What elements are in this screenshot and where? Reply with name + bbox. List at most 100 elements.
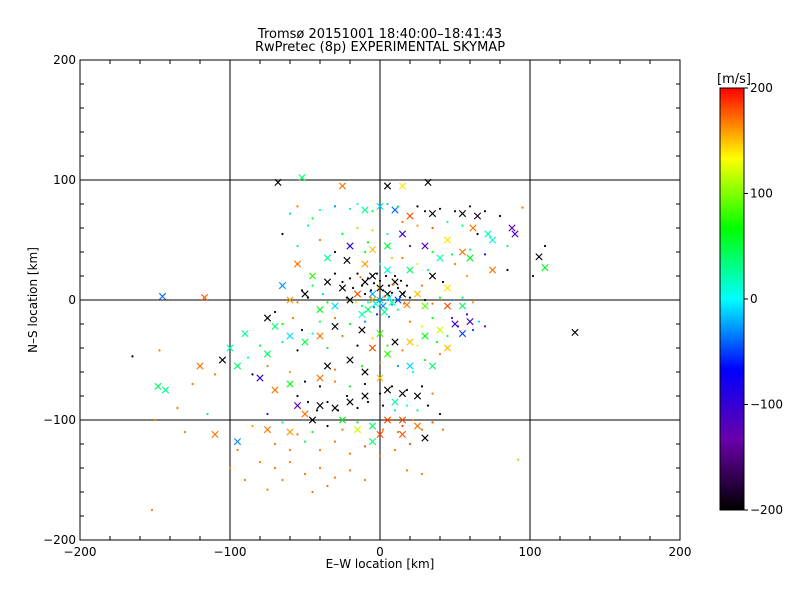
data-point-dot xyxy=(300,289,304,292)
data-point-dot xyxy=(438,412,442,416)
x-tick-label: −200 xyxy=(64,545,97,559)
data-point-cross xyxy=(394,296,402,304)
data-point-dot xyxy=(131,355,134,358)
data-point-dot xyxy=(246,356,250,359)
data-point-cross xyxy=(571,328,579,336)
data-point-dot xyxy=(378,262,382,266)
data-point-cross xyxy=(508,224,516,232)
colorbar-tick-label: −200 xyxy=(750,503,783,517)
data-point-dot xyxy=(498,214,502,218)
data-point-dot xyxy=(183,430,187,434)
data-point-dot xyxy=(176,406,179,410)
data-point-dot xyxy=(396,364,400,368)
data-point-dot xyxy=(431,226,434,230)
data-point-cross xyxy=(346,242,354,250)
data-point-dot xyxy=(431,250,434,254)
data-point-cross xyxy=(413,290,422,298)
data-point-cross xyxy=(331,302,339,310)
data-point-cross xyxy=(158,292,167,300)
data-point-dot xyxy=(266,412,269,416)
data-point-dot xyxy=(300,328,304,332)
data-point-cross xyxy=(406,362,414,370)
data-point-dot xyxy=(420,385,424,388)
data-point-cross xyxy=(511,230,519,238)
x-axis-label: E–W location [km] xyxy=(326,557,435,571)
data-point-cross xyxy=(286,296,294,304)
data-point-dot xyxy=(411,370,415,374)
data-point-cross xyxy=(211,430,219,438)
data-point-cross xyxy=(406,212,414,220)
data-point-cross xyxy=(406,338,414,346)
colorbar-tick-label: −100 xyxy=(750,398,783,412)
chart-subtitle: RwPretec (8p) EXPERIMENTAL SKYMAP xyxy=(255,40,505,55)
data-point-dot xyxy=(476,232,479,236)
data-point-dot xyxy=(369,296,373,299)
data-point-dot xyxy=(356,344,359,347)
data-point-dot xyxy=(378,454,382,458)
data-point-dot xyxy=(453,210,457,213)
data-point-cross xyxy=(428,210,437,218)
data-point-dot xyxy=(435,340,439,344)
data-point-dot xyxy=(390,303,394,306)
data-point-dot xyxy=(426,268,430,272)
data-point-dot xyxy=(296,301,299,304)
data-point-dot xyxy=(393,274,397,278)
data-point-cross xyxy=(233,362,242,370)
data-point-cross xyxy=(263,426,272,434)
data-point-dot xyxy=(477,320,481,323)
data-point-dot xyxy=(431,392,434,395)
data-point-dot xyxy=(390,418,394,422)
data-point-dot xyxy=(363,250,367,254)
colorbar-gradient xyxy=(719,87,745,511)
data-point-dot xyxy=(408,296,412,299)
data-point-dot xyxy=(228,466,232,470)
data-point-cross xyxy=(358,310,366,318)
data-point-dot xyxy=(333,316,337,320)
data-point-dot xyxy=(438,352,442,356)
data-point-cross xyxy=(316,374,324,382)
data-point-cross xyxy=(301,410,309,418)
data-point-dot xyxy=(326,400,329,404)
data-point-cross xyxy=(376,430,384,438)
data-point-dot xyxy=(450,298,454,302)
data-point-dot xyxy=(471,301,475,304)
data-point-dot xyxy=(369,289,373,292)
data-point-dot xyxy=(336,409,340,412)
data-point-cross xyxy=(368,422,377,430)
data-point-dot xyxy=(408,244,412,248)
data-point-dot xyxy=(318,320,322,323)
data-point-dot xyxy=(401,256,404,260)
data-point-dot xyxy=(378,302,382,305)
y-tick-label: −200 xyxy=(43,533,76,547)
data-point-cross xyxy=(385,294,393,302)
data-point-dot xyxy=(411,418,415,422)
data-point-cross xyxy=(424,178,432,186)
data-point-dot xyxy=(296,205,299,208)
data-point-cross xyxy=(200,294,209,302)
data-point-dot xyxy=(516,458,520,461)
data-point-dot xyxy=(206,412,209,416)
data-point-cross xyxy=(484,230,492,238)
data-point-cross xyxy=(376,330,384,338)
data-point-dot xyxy=(378,392,382,395)
data-point-dot xyxy=(441,428,445,431)
data-point-dot xyxy=(318,385,322,388)
data-point-dot xyxy=(326,484,329,488)
data-point-dot xyxy=(318,466,322,470)
data-point-cross xyxy=(241,330,249,338)
data-point-cross xyxy=(368,246,377,254)
data-point-dot xyxy=(356,421,359,424)
data-point-dot xyxy=(416,224,419,227)
data-point-dot xyxy=(431,421,434,424)
chart-title: Tromsø 20151001 18:40:00–18:41:43 xyxy=(257,27,502,42)
data-point-dot xyxy=(431,316,434,320)
data-point-dot xyxy=(281,421,284,424)
data-point-dot xyxy=(333,205,337,208)
data-point-dot xyxy=(356,202,359,206)
data-point-dot xyxy=(423,210,427,213)
data-point-dot xyxy=(423,298,427,302)
data-point-cross xyxy=(301,338,309,346)
data-point-dot xyxy=(191,382,194,386)
data-point-dot xyxy=(468,248,472,251)
y-tick-label: 0 xyxy=(68,293,76,307)
